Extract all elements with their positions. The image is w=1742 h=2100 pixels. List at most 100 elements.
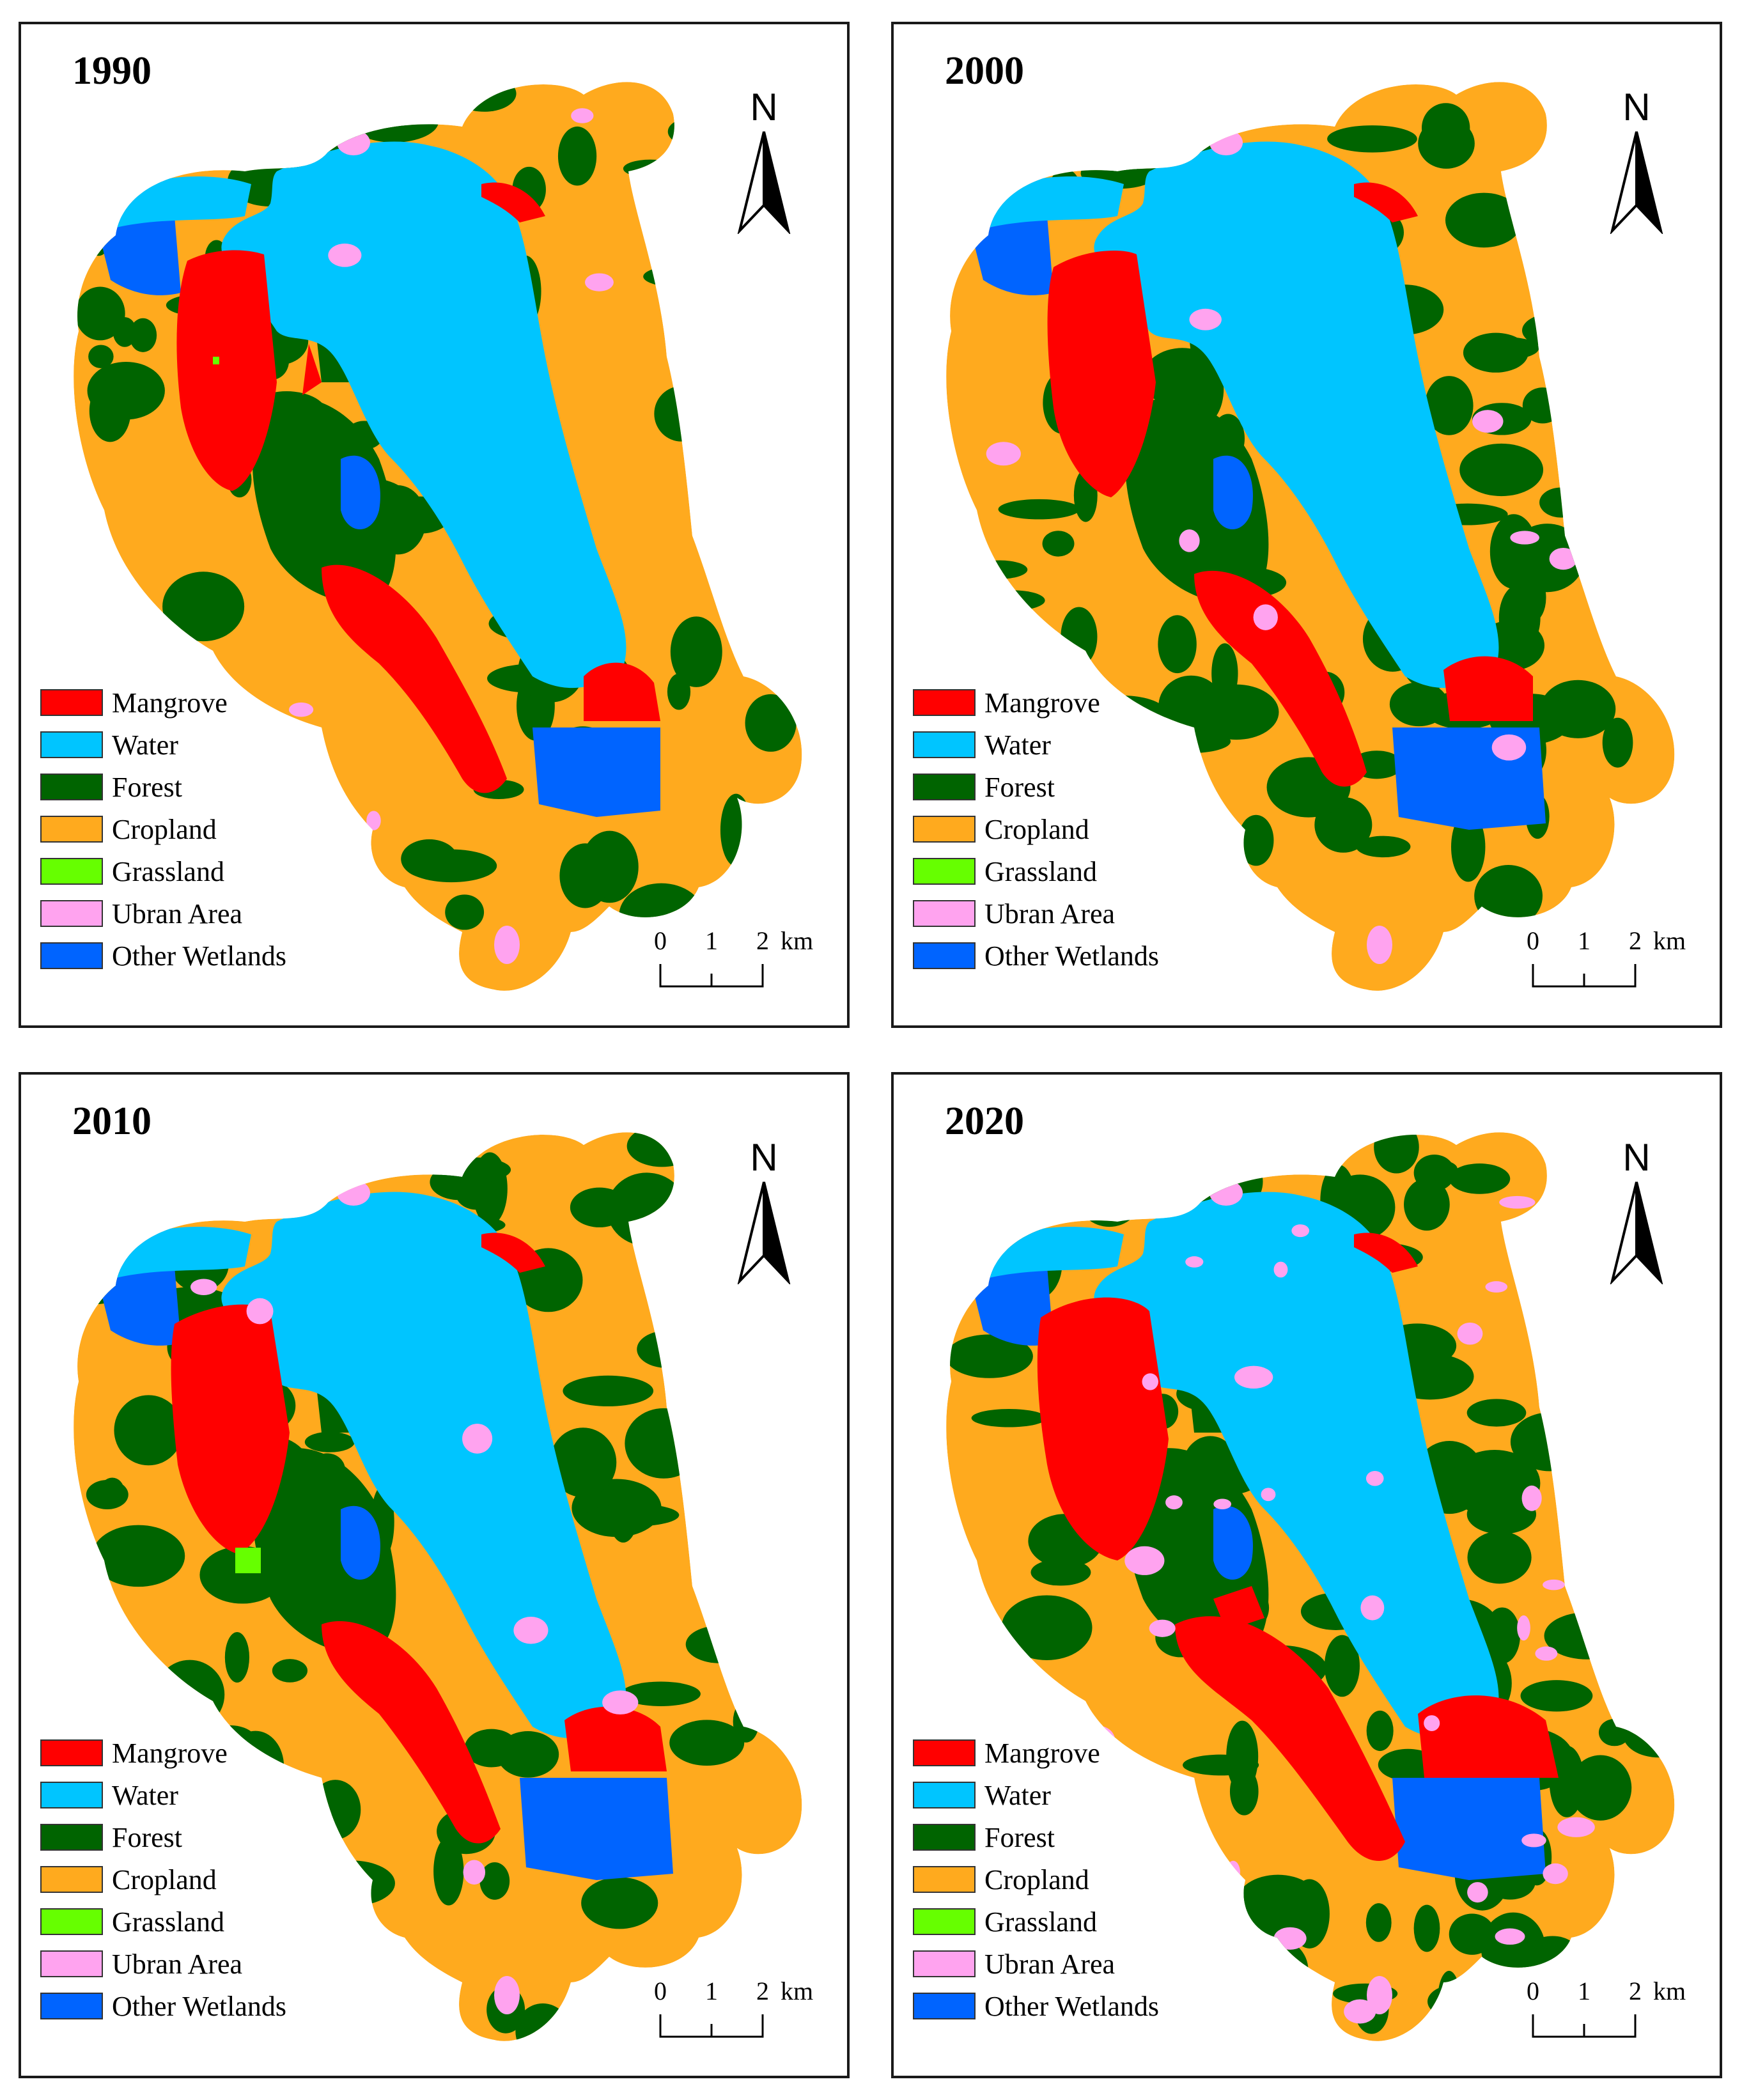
forest-patch [91,1525,185,1587]
forest-patch [749,1311,781,1380]
forest-patch [433,1837,464,1906]
urban-patch [1424,1715,1440,1731]
forest-patch [712,521,778,559]
urban-patch [1642,1359,1660,1384]
mangrove-area [1194,570,1367,787]
urban-patch [494,1976,520,2014]
forest-patch [1555,1302,1640,1327]
urban-patch [328,244,362,267]
forest-patch [455,1176,497,1210]
urban-patch [463,1860,486,1885]
forest-patch [761,563,802,600]
legend-swatch [913,1908,976,1935]
forest-patch [1526,1936,1579,1973]
forest-patch [1109,127,1140,187]
forest-block [1124,398,1269,603]
mangrove-area [171,1304,290,1554]
legend-label: Grassland [112,1906,224,1938]
mangrove-area [1047,251,1156,497]
legend-label: Ubran Area [112,1948,243,1980]
legend-swatch [913,731,976,758]
urban-patch [1467,1882,1488,1903]
north-arrow-icon: N [737,1136,791,1284]
scale-tick-label: 2 [756,1977,769,2005]
forest-patch [155,1660,225,1729]
scale-unit: km [1653,1977,1686,2005]
legend-item: Forest [40,766,286,808]
forest-patch [75,286,125,341]
forest-patch [1042,531,1075,557]
forest-patch [621,1681,701,1706]
legend-label: Grassland [984,1906,1097,1938]
forest-patch [1644,1544,1675,1587]
legend-label: Other Wetlands [984,940,1160,972]
urban-patch [1535,1646,1558,1661]
scale-tick-label: 1 [1578,926,1590,955]
legend-item: Forest [913,766,1159,808]
urban-patch [1142,1373,1158,1390]
urban-patch [190,1279,217,1295]
land-cover-map [74,82,802,991]
legend-swatch [913,1782,976,1808]
forest-patch [1603,1509,1650,1564]
other-wetlands-area [1213,455,1253,529]
forest-patch [479,1862,510,1900]
other-wetlands-area [1392,1778,1546,1880]
urban-patch [494,926,520,964]
forest-patch [581,1877,658,1929]
legend: Mangrove Water Forest Cropland Grassland Ubra… [40,681,286,977]
forest-patch [1602,717,1633,768]
legend-swatch [40,1739,103,1766]
forest-patch [654,385,709,442]
legend-label: Ubran Area [984,898,1116,929]
urban-patch [1638,1957,1675,1979]
forest-patch [178,1135,254,1172]
north-arrow-icon: N [1610,1136,1663,1284]
legend-item: Ubran Area [40,892,286,935]
forest-patch [497,1731,559,1778]
mangrove-area [322,1621,501,1844]
forest-patch [1424,376,1474,435]
urban-patch [1273,1927,1307,1950]
legend-swatch [40,942,103,969]
legend-label: Cropland [112,813,217,845]
land-cover-map [74,1132,802,2041]
legend-item: Other Wetlands [40,935,286,977]
forest-block [252,398,396,603]
forest-patch [1182,1898,1216,1963]
forest-patch [74,1229,108,1261]
forest-patch [308,1860,395,1906]
legend-label: Cropland [984,813,1089,845]
urban-patch [1209,1180,1243,1206]
forest-patch [670,616,722,687]
forest-patch [1569,1755,1632,1821]
forest-patch [1449,1913,1495,1955]
forest-patch [1590,1493,1625,1543]
forest-patch [1466,1399,1527,1427]
legend-item: Cropland [913,808,1159,850]
urban-patch [737,446,769,463]
scale-tick-label: 1 [1578,1977,1590,2005]
forest-patch [1365,1903,1392,1942]
legend-swatch [913,1993,976,2019]
scale-bar-line [659,964,764,988]
legend-item: Cropland [40,808,286,850]
legend-swatch [913,689,976,716]
forest-patch [1450,812,1486,882]
forest-patch [1413,1904,1440,1952]
other-wetlands-area [1213,1505,1253,1580]
panel-year-label: 1990 [72,49,152,93]
urban-patch [602,1690,639,1715]
other-wetlands-area [341,1505,380,1580]
north-label: N [1622,1136,1650,1179]
legend-swatch [913,900,976,927]
legend-label: Forest [984,771,1055,803]
urban-patch [1003,1213,1018,1227]
other-wetlands-area [533,727,660,817]
scale-bar: 0 1 2 km [1507,1976,1686,2053]
forest-patch [1207,913,1246,951]
panel-year-label: 2010 [72,1100,152,1143]
forest-patch [1467,1531,1532,1584]
legend-item: Grassland [913,850,1159,892]
forest-patch [129,318,157,352]
